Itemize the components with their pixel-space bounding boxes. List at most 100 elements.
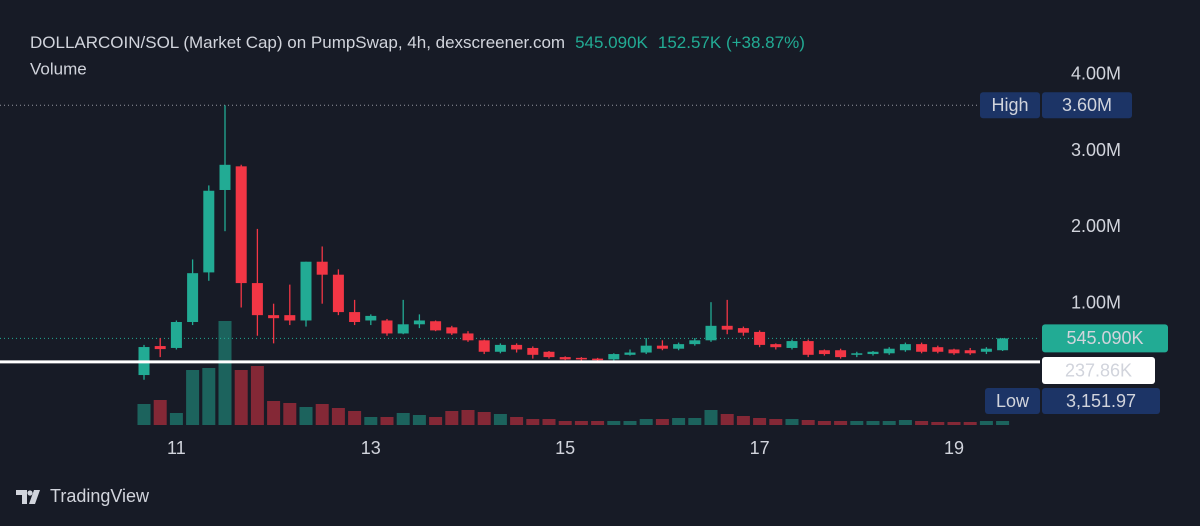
candle-body: [284, 315, 296, 321]
volume-bar: [380, 417, 394, 425]
candle-body: [397, 324, 409, 334]
low-name-box: [985, 388, 1040, 414]
x-tick-label: 17: [750, 438, 770, 458]
volume-bar: [526, 419, 540, 425]
volume-bar: [785, 419, 799, 425]
volume-bar: [445, 411, 459, 425]
candle-body: [187, 273, 199, 323]
volume-bar: [202, 368, 216, 425]
volume-bar: [267, 401, 281, 425]
logo-icon: [16, 490, 40, 504]
volume-bar: [753, 418, 767, 425]
volume-bar: [672, 418, 686, 425]
candle-body: [656, 345, 668, 349]
y-tick-label: 2.00M: [1071, 216, 1121, 236]
volume-bar: [639, 419, 653, 425]
candle-body: [980, 348, 992, 352]
volume-bar: [704, 410, 718, 425]
volume-bar: [655, 419, 669, 425]
volume-bar: [591, 421, 605, 425]
high-value: 3.60M: [1062, 95, 1112, 115]
candle-body: [932, 347, 944, 352]
candle-body: [154, 346, 166, 350]
candle-body: [883, 348, 895, 354]
volume-bar: [429, 417, 443, 425]
reference-label: 237.86K: [1065, 360, 1132, 380]
volume-bar: [623, 421, 637, 425]
candle-body: [802, 341, 814, 355]
high-name: High: [991, 95, 1028, 115]
candle-body: [770, 344, 782, 348]
candle-body: [754, 331, 766, 345]
candle-body: [640, 345, 652, 353]
volume-bar: [542, 419, 556, 425]
candle-body: [948, 349, 960, 354]
candle-body: [786, 341, 798, 348]
candle-body: [997, 338, 1009, 351]
logo-dot: [27, 490, 33, 496]
low-name: Low: [996, 391, 1030, 411]
candle-body: [413, 320, 425, 325]
candle-body: [251, 283, 263, 316]
low-value: 3,151.97: [1066, 391, 1136, 411]
volume-bar: [331, 408, 345, 425]
volume-bar: [234, 370, 248, 425]
volume-bar: [736, 416, 750, 425]
volume-bar: [348, 411, 362, 425]
candle-body: [721, 325, 733, 330]
candle-body: [203, 190, 215, 273]
volume-bar: [834, 421, 848, 425]
change-text: 152.57K (+38.87%): [658, 33, 805, 52]
volume-bar: [688, 418, 702, 425]
candle-body: [316, 261, 328, 275]
volume-bar: [898, 420, 912, 425]
candle-body: [430, 321, 442, 331]
volume-bar: [817, 421, 831, 425]
volume-bar: [947, 422, 961, 425]
candle-body: [575, 357, 587, 360]
volume-bar: [931, 422, 945, 425]
candle-body: [268, 315, 280, 319]
candle-body: [818, 350, 830, 355]
volume-bar: [769, 419, 783, 425]
volume-bar: [607, 421, 621, 425]
candle-body: [737, 328, 749, 333]
y-tick-label: 1.00M: [1071, 292, 1121, 312]
candle-body: [462, 333, 474, 341]
high-value-box: [1042, 92, 1132, 119]
x-tick-label: 15: [555, 438, 575, 458]
candle-body: [673, 344, 685, 349]
candle-body: [478, 340, 490, 352]
candle-body: [705, 325, 717, 341]
volume-bar: [979, 421, 993, 425]
last-price-text: 545.090K: [575, 33, 648, 52]
y-tick-label: 4.00M: [1071, 64, 1121, 84]
header: DOLLARCOIN/SOL (Market Cap) on PumpSwap,…: [30, 33, 805, 52]
volume-bar: [315, 404, 329, 425]
candle-body: [235, 166, 247, 284]
candle-body: [608, 354, 620, 360]
candle-body: [365, 315, 377, 321]
volume-bar: [169, 413, 183, 425]
candle-body: [964, 350, 976, 354]
last-price-label: 545.090K: [1066, 328, 1143, 348]
x-tick-label: 11: [167, 438, 186, 458]
volume-bar: [218, 321, 232, 425]
volume-bar: [801, 420, 815, 425]
reference-label-box: [1042, 357, 1155, 384]
candle-body: [899, 344, 911, 351]
volume-bar: [461, 410, 475, 425]
volume-bar: [866, 421, 880, 425]
candle-body: [624, 352, 636, 355]
volume-bar: [963, 422, 977, 425]
volume-bar: [299, 407, 313, 425]
volume-bar: [510, 417, 524, 425]
candle-body: [559, 357, 571, 360]
candle-body: [543, 351, 555, 358]
candle-body: [219, 164, 231, 190]
volume-bar: [720, 414, 734, 425]
volume-bar: [137, 404, 151, 425]
